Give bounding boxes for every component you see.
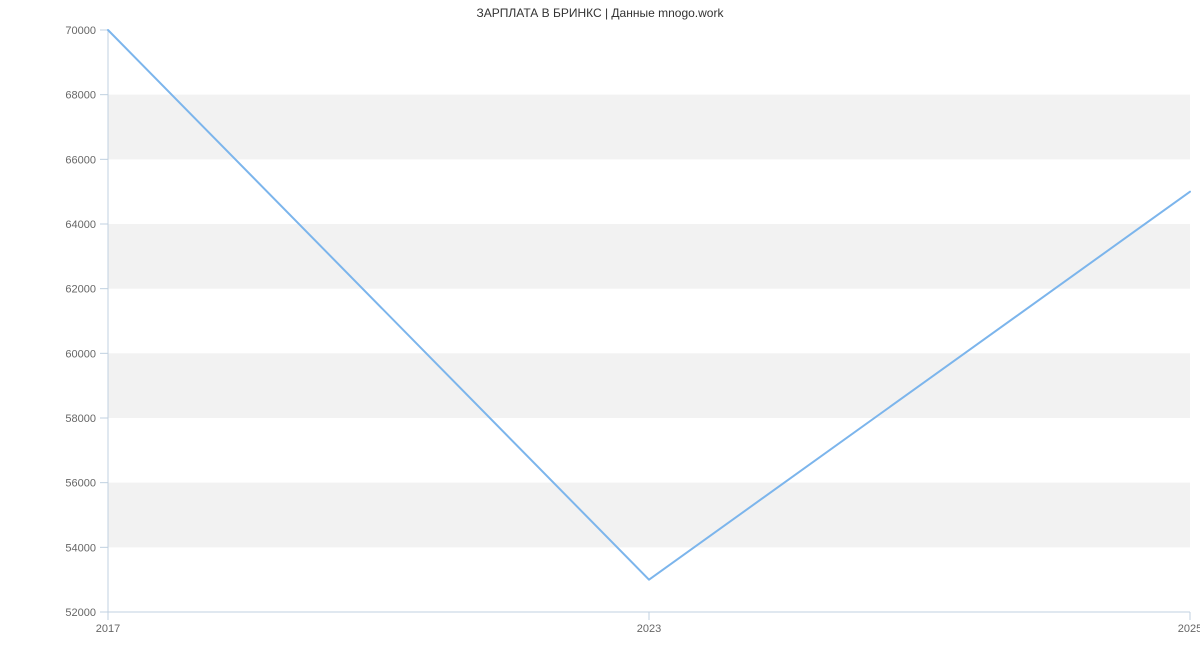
x-tick-label: 2017 (96, 623, 120, 635)
y-tick-label: 56000 (65, 478, 96, 490)
y-tick-label: 68000 (65, 90, 96, 102)
y-tick-label: 64000 (65, 219, 96, 231)
salary-line-chart: ЗАРПЛАТА В БРИНКС | Данные mnogo.work 52… (0, 0, 1200, 650)
y-tick-label: 66000 (65, 154, 96, 166)
y-tick-label: 60000 (65, 348, 96, 360)
y-tick-label: 70000 (65, 25, 96, 37)
y-tick-label: 54000 (65, 542, 96, 554)
chart-title: ЗАРПЛАТА В БРИНКС | Данные mnogo.work (0, 6, 1200, 20)
y-tick-label: 58000 (65, 413, 96, 425)
chart-svg: 52000 54000 56000 58000 60000 62000 64000 66000… (0, 0, 1200, 650)
y-tick-label: 62000 (65, 284, 96, 296)
x-tick-label: 2023 (637, 623, 661, 635)
y-tick-label: 52000 (65, 607, 96, 619)
x-tick-label: 2025 (1178, 623, 1200, 635)
